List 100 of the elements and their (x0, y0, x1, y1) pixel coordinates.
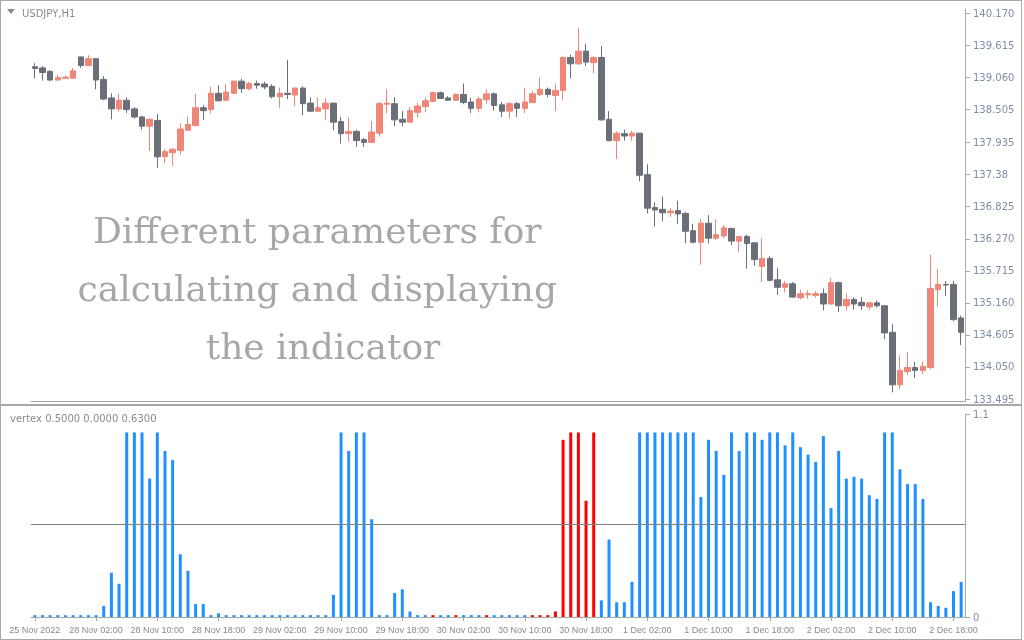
y-tick-label: 136.270 (973, 233, 1015, 245)
bar (944, 607, 948, 617)
bar (906, 484, 910, 617)
bar (607, 539, 611, 617)
x-tick-label: 28 Nov 18:00 (191, 624, 246, 635)
candlestick (146, 118, 153, 152)
candlestick (208, 86, 214, 114)
bar (929, 602, 933, 617)
bar (737, 450, 741, 617)
bar (576, 432, 580, 617)
bar (760, 439, 764, 617)
bar (171, 460, 175, 617)
bar (645, 432, 649, 617)
bar (898, 469, 902, 617)
candlestick (154, 113, 161, 169)
bar (163, 450, 167, 617)
bar (890, 432, 894, 617)
x-tick-label: 30 Nov 02:00 (436, 624, 491, 635)
bar (400, 589, 404, 617)
bar (615, 602, 619, 617)
candlestick (782, 280, 788, 293)
bar (791, 432, 795, 617)
x-tick-label: 25 Nov 2022 (9, 624, 61, 635)
candlestick (499, 101, 505, 118)
x-tick-label: 28 Nov 02:00 (69, 624, 123, 635)
y-tick-label: 137.38 (973, 169, 1008, 181)
bar (707, 439, 711, 617)
bar (148, 478, 152, 617)
y-tick-label: 139.615 (973, 40, 1015, 52)
y-tick-label: 139.060 (973, 72, 1015, 84)
candlestick (721, 224, 727, 239)
candlestick (231, 80, 237, 95)
candlestick (200, 104, 207, 121)
bar (691, 432, 695, 617)
candlestick (629, 130, 635, 142)
bar (844, 478, 848, 617)
bar (638, 432, 642, 617)
candlestick (789, 281, 796, 299)
bar (653, 432, 657, 617)
candlestick (705, 214, 712, 244)
bar (783, 445, 787, 617)
bar (875, 498, 879, 617)
candlestick (698, 218, 704, 266)
bar (745, 432, 749, 617)
bar (837, 450, 841, 617)
bar (860, 478, 864, 617)
bar (684, 432, 688, 617)
candlestick (514, 101, 520, 118)
candlestick (835, 281, 842, 313)
candlestick (728, 227, 735, 246)
x-tick-label: 1 Dec 18:00 (745, 624, 795, 635)
y-tick-label: 138.505 (973, 104, 1015, 116)
candlestick (828, 277, 834, 306)
candlestick (78, 56, 84, 69)
bar (561, 439, 565, 617)
bar (155, 432, 159, 617)
candlestick (506, 101, 513, 120)
bar (775, 432, 779, 617)
candlestick (215, 84, 222, 102)
x-tick-label: 29 Nov 18:00 (375, 624, 430, 635)
bar (339, 432, 343, 617)
bar (186, 570, 190, 617)
bar (102, 605, 106, 617)
y-tick-label: 0 (973, 611, 980, 623)
bar (768, 432, 772, 617)
x-tick-label: 1 Dec 02:00 (623, 624, 672, 635)
bar (370, 519, 374, 617)
bar (393, 593, 397, 617)
candlestick (759, 237, 765, 283)
bar (829, 508, 833, 617)
candlestick (667, 207, 674, 218)
candlestick (736, 235, 742, 253)
x-tick-label: 2 Dec 10:00 (868, 624, 917, 635)
x-tick-label: 1 Dec 10:00 (684, 624, 733, 635)
bar (201, 604, 205, 617)
y-tick-label: 134.050 (973, 361, 1015, 373)
candlestick (491, 92, 497, 112)
candlestick (843, 293, 850, 311)
x-tick-label: 29 Nov 10:00 (314, 624, 368, 635)
bar (362, 432, 366, 617)
y-tick-label: 133.495 (973, 393, 1015, 405)
bar (714, 450, 718, 617)
candlestick (277, 87, 283, 109)
bar (699, 497, 703, 617)
candlestick (912, 361, 918, 379)
bar (806, 454, 810, 617)
bar (592, 432, 596, 617)
bar (599, 600, 603, 617)
bar (408, 611, 412, 617)
x-tick-label: 29 Nov 02:00 (253, 624, 307, 635)
x-tick-label: 2 Dec 02:00 (806, 624, 856, 635)
candlestick (590, 55, 597, 74)
candlestick (583, 43, 589, 67)
candlestick (567, 54, 574, 79)
bar (584, 500, 588, 617)
candlestick (284, 59, 291, 100)
candlestick (85, 54, 92, 67)
bar (730, 432, 733, 617)
bar (814, 461, 818, 617)
bar (821, 436, 825, 617)
